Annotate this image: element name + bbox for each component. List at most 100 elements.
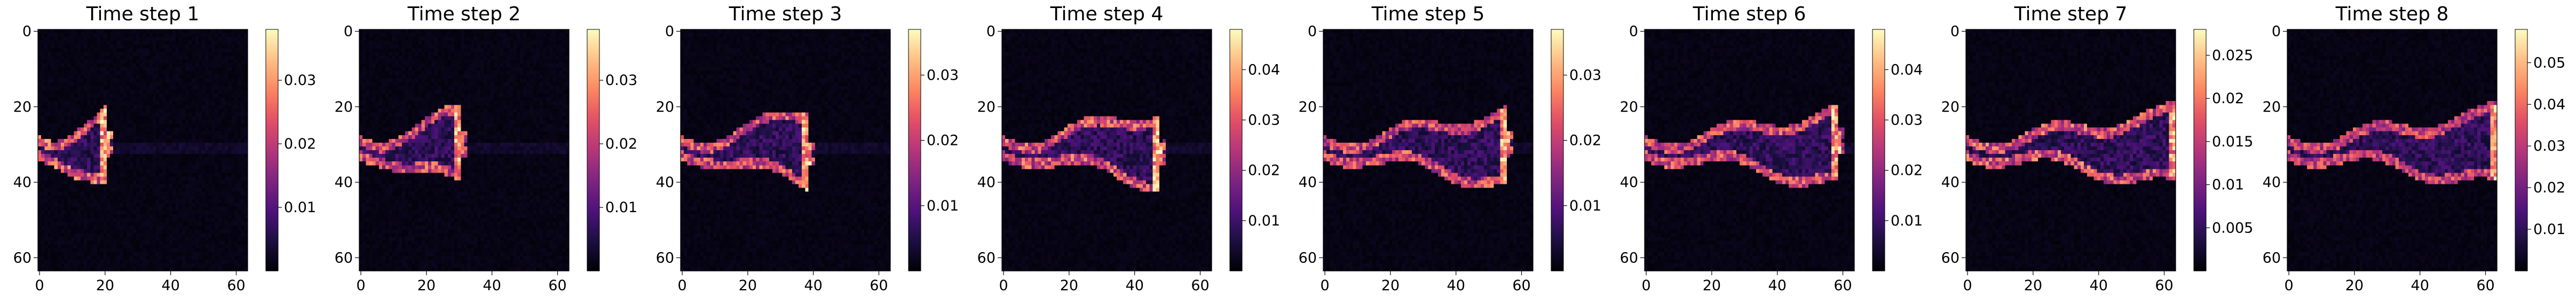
- heatmap-cell: [74, 101, 78, 105]
- heatmap-cell: [238, 64, 242, 68]
- heatmap-cell: [149, 105, 153, 109]
- heatmap-cell: [70, 67, 74, 72]
- heatmap-cell: [241, 135, 245, 139]
- heatmap-cell: [123, 56, 127, 60]
- heatmap-cell: [77, 29, 81, 34]
- heatmap-cell: [38, 131, 42, 136]
- heatmap-cell: [54, 128, 58, 132]
- heatmap-cell: [149, 44, 153, 49]
- heatmap-cell: [225, 139, 228, 143]
- heatmap-cell: [48, 124, 51, 128]
- heatmap-cell: [162, 143, 166, 147]
- heatmap-cell: [165, 143, 169, 147]
- heatmap-cell: [228, 44, 232, 49]
- heatmap-cell: [139, 86, 143, 90]
- heatmap-cell: [179, 56, 183, 60]
- heatmap-cell: [139, 135, 143, 139]
- heatmap-cell: [172, 90, 176, 94]
- heatmap-cell: [44, 86, 48, 90]
- heatmap-cell: [133, 97, 137, 102]
- heatmap-cell: [146, 158, 150, 162]
- heatmap-cell: [176, 90, 179, 94]
- heatmap-cell: [113, 154, 117, 158]
- heatmap-cell: [234, 48, 238, 52]
- heatmap-cell: [133, 56, 137, 60]
- heatmap-cell: [116, 82, 120, 87]
- heatmap-cell: [116, 105, 120, 109]
- heatmap-cell: [202, 33, 206, 37]
- heatmap-cell: [136, 143, 140, 147]
- heatmap-cell: [185, 158, 189, 162]
- heatmap-cell: [165, 128, 169, 132]
- heatmap-cell: [169, 128, 173, 132]
- heatmap-cell: [38, 108, 42, 113]
- heatmap-cell: [44, 60, 48, 64]
- heatmap-cell: [169, 120, 173, 125]
- heatmap-cell: [222, 128, 225, 132]
- heatmap-cell: [192, 79, 196, 83]
- heatmap-cell: [153, 128, 156, 132]
- heatmap-cell: [84, 124, 88, 128]
- heatmap-cell: [195, 56, 199, 60]
- heatmap-cell: [208, 90, 212, 94]
- heatmap-cell: [149, 112, 153, 116]
- heatmap-cell: [185, 94, 189, 98]
- heatmap-cell: [74, 131, 78, 136]
- heatmap-cell: [225, 150, 228, 154]
- heatmap-cell: [165, 86, 169, 90]
- heatmap-cell: [38, 146, 42, 151]
- heatmap-cell: [58, 86, 61, 90]
- heatmap-cell: [74, 116, 78, 120]
- heatmap-cell: [192, 158, 196, 162]
- heatmap-cell: [238, 105, 242, 109]
- heatmap-cell: [159, 90, 163, 94]
- heatmap-cell: [70, 75, 74, 79]
- heatmap-cell: [159, 44, 163, 49]
- heatmap-cell: [188, 90, 192, 94]
- heatmap-cell: [116, 97, 120, 102]
- heatmap-cell: [113, 82, 117, 87]
- heatmap-cell: [104, 143, 107, 147]
- heatmap-cell: [182, 75, 186, 79]
- heatmap-cell: [87, 105, 91, 109]
- heatmap-cell: [38, 97, 42, 102]
- heatmap-cell: [218, 116, 222, 120]
- heatmap-cell: [146, 116, 150, 120]
- heatmap-cell: [149, 79, 153, 83]
- heatmap-cell: [130, 146, 133, 151]
- heatmap-cell: [234, 143, 238, 147]
- heatmap-cell: [87, 33, 91, 37]
- heatmap-cell: [165, 105, 169, 109]
- heatmap-cell: [136, 105, 140, 109]
- heatmap-cell: [116, 158, 120, 162]
- heatmap-cell: [58, 60, 61, 64]
- heatmap-cell: [87, 56, 91, 60]
- heatmap-cell: [110, 112, 114, 116]
- heatmap-cell: [149, 131, 153, 136]
- heatmap-cell: [153, 146, 156, 151]
- heatmap-cell: [74, 52, 78, 56]
- heatmap-cell: [162, 158, 166, 162]
- heatmap-cell: [146, 143, 150, 147]
- heatmap-cell: [153, 67, 156, 72]
- heatmap-cell: [48, 97, 51, 102]
- heatmap-cell: [146, 101, 150, 105]
- heatmap-cell: [195, 94, 199, 98]
- heatmap-cell: [130, 56, 133, 60]
- heatmap-cell: [146, 139, 150, 143]
- heatmap-cell: [162, 105, 166, 109]
- heatmap-cell: [176, 146, 179, 151]
- heatmap-cell: [218, 150, 222, 154]
- heatmap-cell: [165, 131, 169, 136]
- heatmap-cell: [127, 60, 130, 64]
- heatmap-cell: [100, 41, 104, 45]
- heatmap-cell: [93, 48, 97, 52]
- heatmap-cell: [225, 82, 228, 87]
- heatmap-cell: [54, 67, 58, 72]
- heatmap-cell: [179, 44, 183, 49]
- heatmap-cell: [41, 86, 45, 90]
- heatmap-cell: [64, 143, 68, 147]
- heatmap-cell: [176, 116, 179, 120]
- heatmap-cell: [199, 139, 202, 143]
- heatmap-cell: [241, 48, 245, 52]
